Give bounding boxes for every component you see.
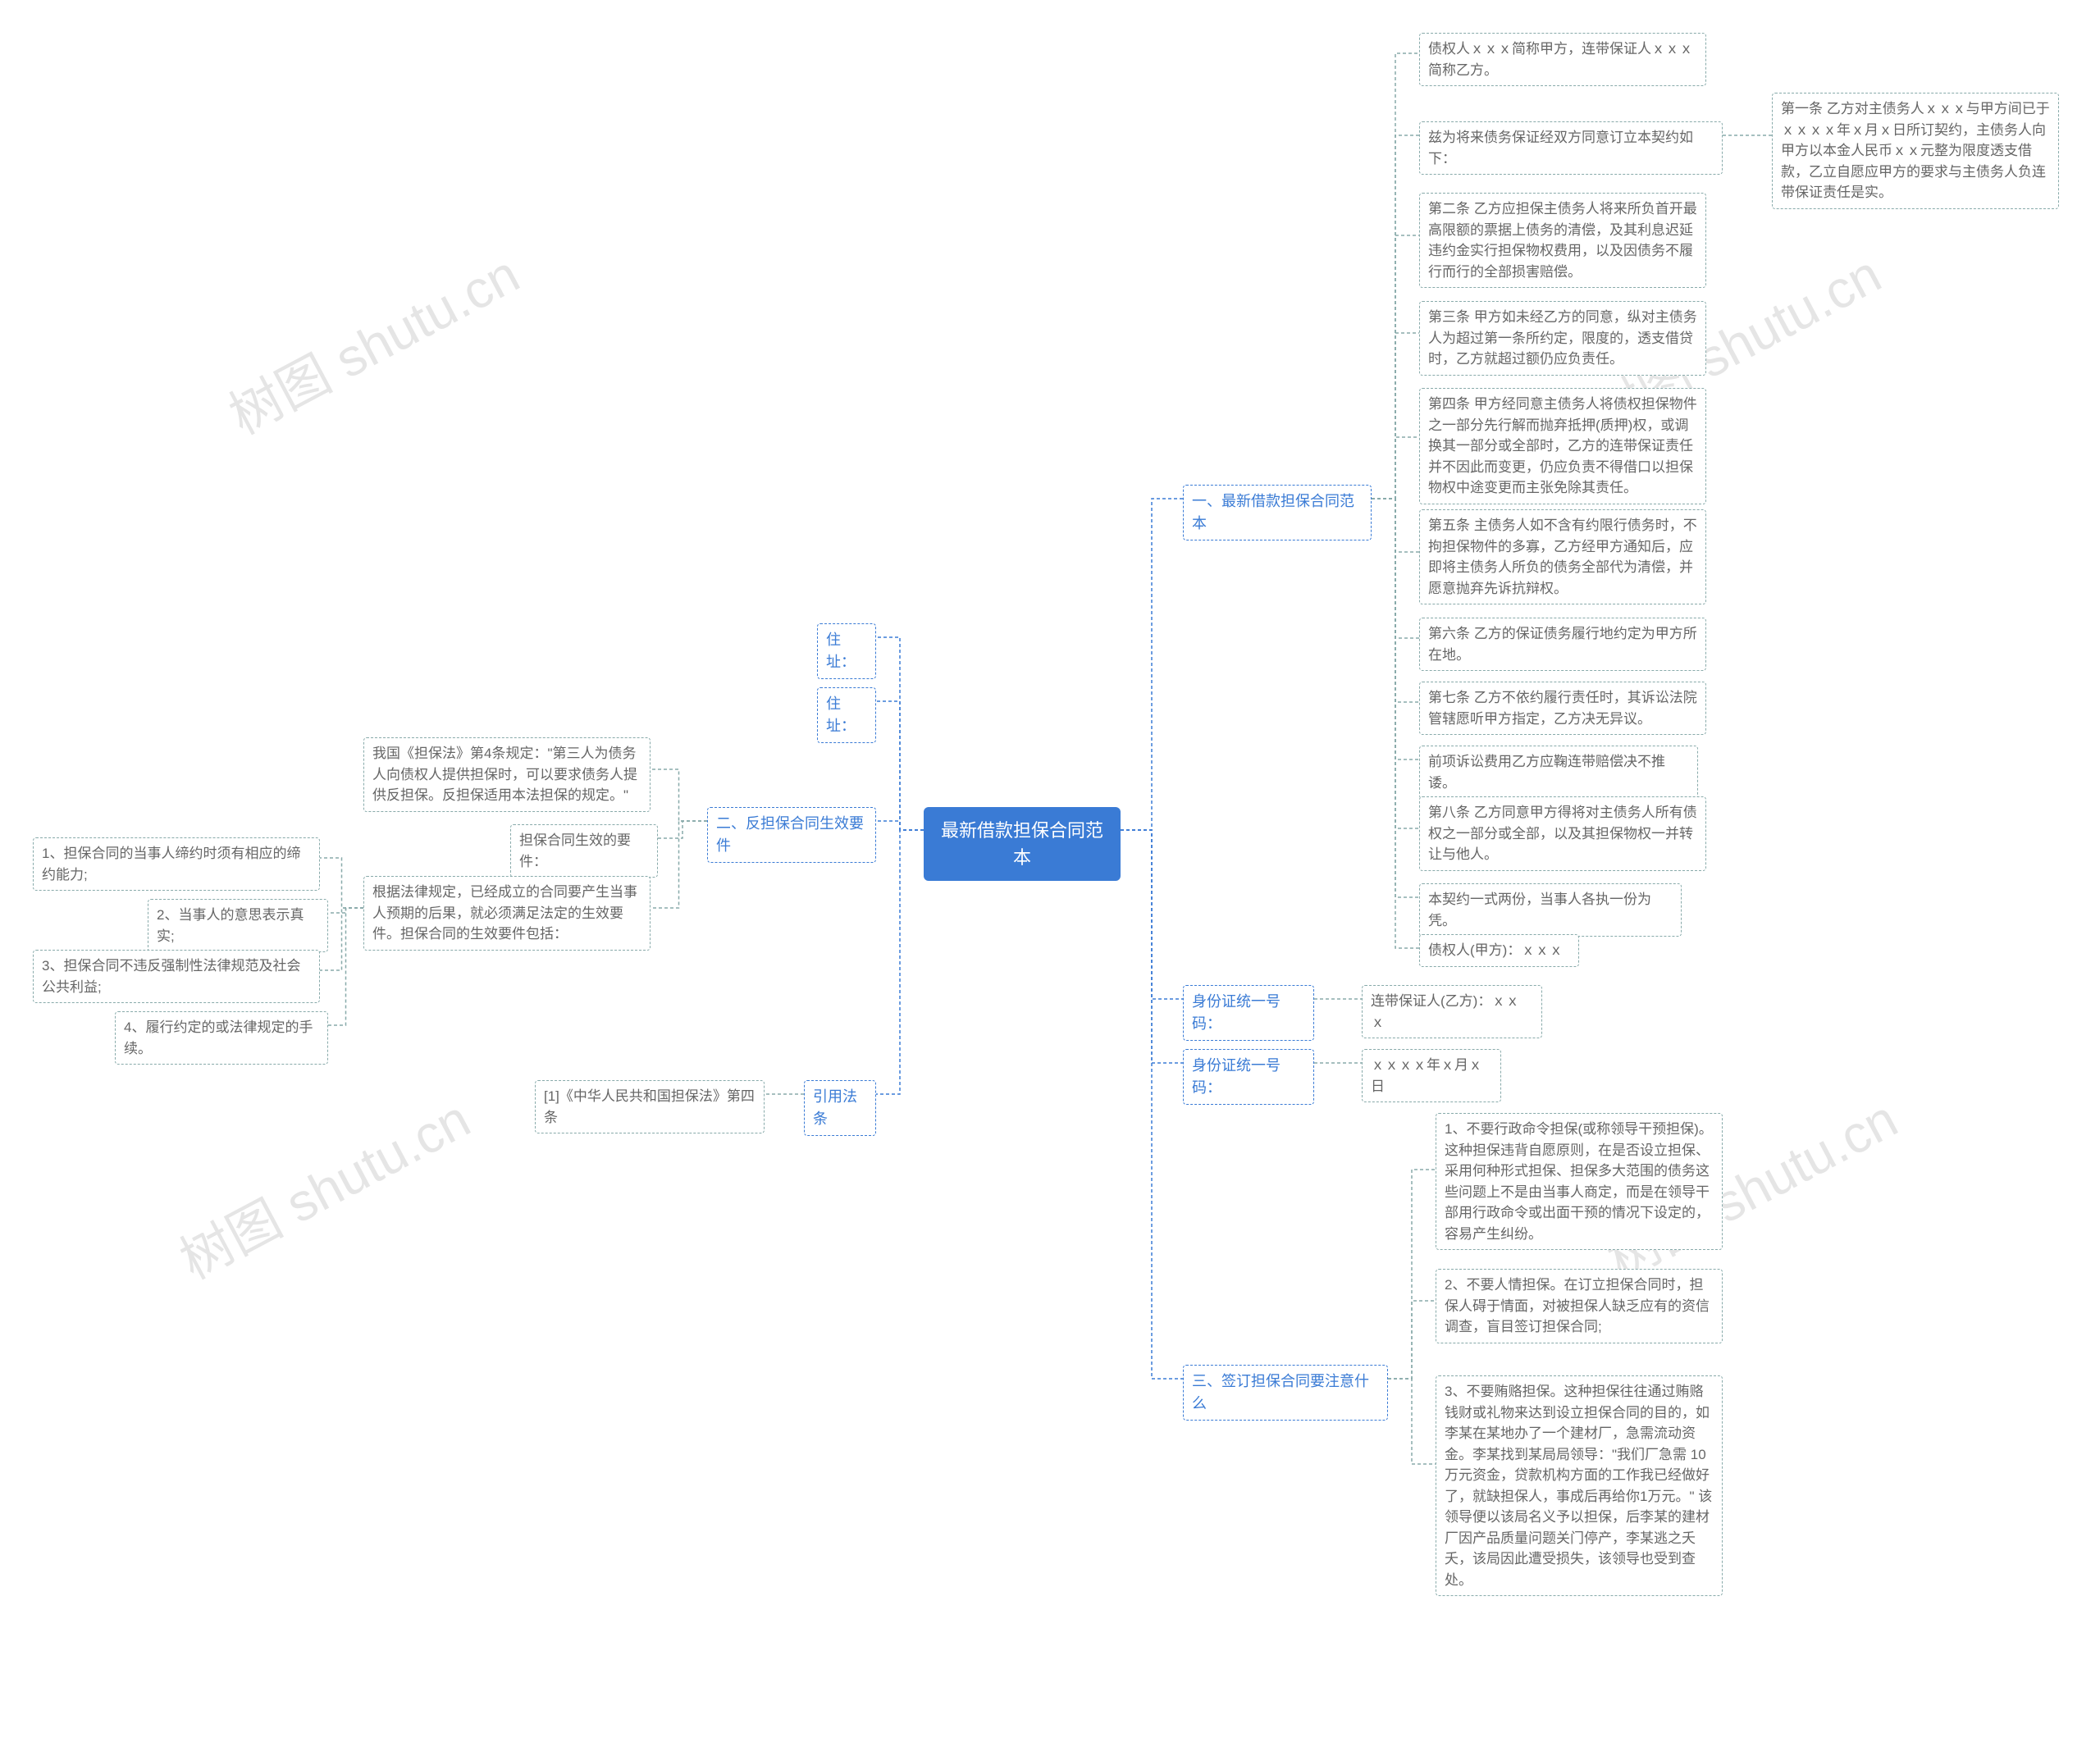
watermark: 树图 shutu.cn: [214, 233, 531, 449]
branch-level1: 引用法条: [804, 1080, 876, 1136]
branch-level1: 一、最新借款担保合同范本: [1183, 485, 1372, 540]
branch-level1: 三、签订担保合同要注意什么: [1183, 1365, 1388, 1421]
branch-level1: 二、反担保合同生效要件: [707, 807, 876, 863]
branch-level2: 2、不要人情担保。在订立担保合同时，担保人碍于情面，对被担保人缺乏应有的资信调查…: [1436, 1269, 1723, 1343]
branch-level3: 1、担保合同的当事人缔约时须有相应的缔约能力;: [33, 837, 320, 891]
root-node: 最新借款担保合同范本: [924, 807, 1121, 881]
branch-level3: 3、担保合同不违反强制性法律规范及社会公共利益;: [33, 950, 320, 1003]
branch-level2: 3、不要贿赂担保。这种担保往往通过贿赂钱财或礼物来达到设立担保合同的目的，如李某…: [1436, 1375, 1723, 1596]
branch-level2: 第六条 乙方的保证债务履行地约定为甲方所在地。: [1419, 618, 1706, 671]
branch-level2: 本契约一式两份，当事人各执一份为凭。: [1419, 883, 1682, 937]
branch-level3: 第一条 乙方对主债务人ｘｘｘ与甲方间已于ｘｘｘｘ年ｘ月ｘ日所订契约，主债务人向甲…: [1772, 93, 2059, 209]
branch-level2: 第八条 乙方同意甲方得将对主债务人所有债权之一部分或全部，以及其担保物权一并转让…: [1419, 796, 1706, 871]
branch-level2: 担保合同生效的要件：: [510, 824, 658, 878]
branch-level2: 第二条 乙方应担保主债务人将来所负首开最高限额的票据上债务的清偿，及其利息迟延违…: [1419, 193, 1706, 288]
branch-level2: 连带保证人(乙方)：ｘｘｘ: [1362, 985, 1542, 1038]
branch-level1: 身份证统一号码：: [1183, 985, 1314, 1041]
branch-level2: 1、不要行政命令担保(或称领导干预担保)。这种担保违背自愿原则，在是否设立担保、…: [1436, 1113, 1723, 1250]
branch-level2: ｘｘｘｘ年ｘ月ｘ日: [1362, 1049, 1501, 1102]
branch-level1: 住址：: [817, 687, 876, 743]
branch-level2: 债权人ｘｘｘ简称甲方，连带保证人ｘｘｘ简称乙方。: [1419, 33, 1706, 86]
branch-level3: 4、履行约定的或法律规定的手续。: [115, 1011, 328, 1065]
branch-level2: 兹为将来债务保证经双方同意订立本契约如下：: [1419, 121, 1723, 175]
branch-level2: 我国《担保法》第4条规定："第三人为债务人向债权人提供担保时，可以要求债务人提供…: [363, 737, 651, 812]
watermark: 树图 shutu.cn: [165, 1078, 482, 1293]
branch-level1: 住址：: [817, 623, 876, 679]
branch-level1: 身份证统一号码：: [1183, 1049, 1314, 1105]
branch-level3: 2、当事人的意思表示真实;: [148, 899, 328, 952]
branch-level2: 前项诉讼费用乙方应鞠连带赔偿决不推诿。: [1419, 746, 1698, 799]
branch-level2: [1]《中华人民共和国担保法》第四条: [535, 1080, 765, 1133]
branch-level2: 第三条 甲方如未经乙方的同意，纵对主债务人为超过第一条所约定，限度的，透支借贷时…: [1419, 301, 1706, 376]
branch-level2: 第七条 乙方不依约履行责任时，其诉讼法院管辖愿听甲方指定，乙方决无异议。: [1419, 682, 1706, 735]
branch-level2: 根据法律规定，已经成立的合同要产生当事人预期的后果，就必须满足法定的生效要件。担…: [363, 876, 651, 951]
branch-level2: 第四条 甲方经同意主债务人将债权担保物件之一部分先行解而抛弃抵押(质押)权，或调…: [1419, 388, 1706, 504]
branch-level2: 债权人(甲方)：ｘｘｘ: [1419, 934, 1579, 967]
branch-level2: 第五条 主债务人如不含有约限行债务时，不拘担保物件的多寡，乙方经甲方通知后，应即…: [1419, 509, 1706, 604]
